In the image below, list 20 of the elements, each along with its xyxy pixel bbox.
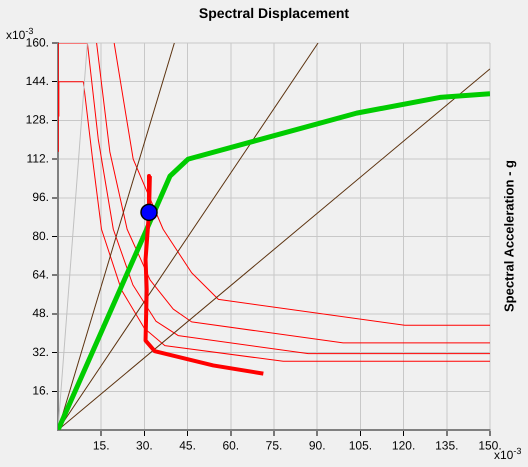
x-tick-label: 30. <box>136 438 153 453</box>
y-tick-label: 16. <box>32 384 49 398</box>
y-tick-label: 112. <box>26 151 49 166</box>
x-tick-label: 120. <box>392 438 416 453</box>
y-axis-title: Spectral Acceleration - g <box>502 160 516 312</box>
y-tick-label: 96. <box>32 190 49 204</box>
y-tick-label: 48. <box>32 306 49 320</box>
x-tick-label: 60. <box>222 438 240 453</box>
y-tick-label: 128. <box>26 112 49 127</box>
y-tick-label: 80. <box>32 228 49 243</box>
y-tick-label: 32. <box>32 344 49 359</box>
y-tick-label: 144. <box>26 74 49 88</box>
x-tick-label: 45. <box>179 438 196 453</box>
y-tick-label: 64. <box>32 268 49 282</box>
x-tick-label: 90. <box>308 438 326 453</box>
x-tick-label: 105. <box>348 438 372 453</box>
x-tick-label: 15. <box>92 438 110 453</box>
x-tick-label: 75. <box>266 438 282 453</box>
x-tick-label: 135. <box>435 438 458 453</box>
chart-title: Spectral Displacement <box>198 5 350 21</box>
